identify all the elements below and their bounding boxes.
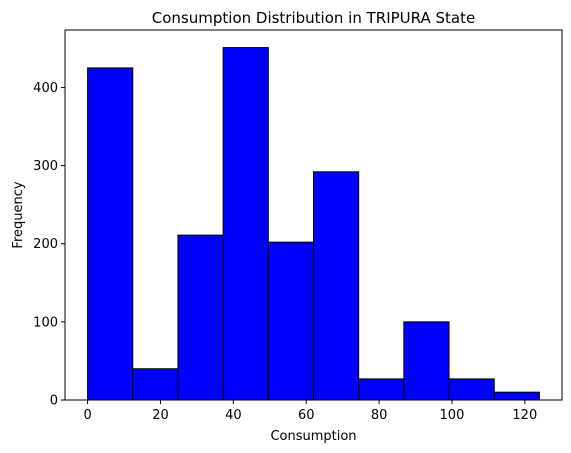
y-tick-label: 300 <box>33 159 58 174</box>
chart-title: Consumption Distribution in TRIPURA Stat… <box>152 9 475 27</box>
y-axis-label: Frequency <box>11 181 26 248</box>
y-tick-label: 100 <box>33 315 58 330</box>
histogram-bar <box>313 171 360 401</box>
x-tick-label: 80 <box>371 408 388 423</box>
y-axis-ticks: 0 100 200 300 400 <box>33 81 65 409</box>
histogram-bar <box>448 378 495 401</box>
y-tick-label: 200 <box>33 237 58 252</box>
x-tick-label: 40 <box>225 408 242 423</box>
x-axis-label: Consumption <box>270 429 356 444</box>
x-tick-label: 0 <box>83 408 91 423</box>
y-tick-label: 0 <box>50 394 58 409</box>
histogram-bar <box>358 378 405 401</box>
x-tick-label: 20 <box>152 408 169 423</box>
plot-frame <box>64 29 563 401</box>
histogram-bar <box>222 47 269 401</box>
histogram-bar <box>132 368 179 401</box>
bars-group <box>87 47 540 401</box>
x-tick-label: 120 <box>512 408 537 423</box>
x-tick-label: 100 <box>440 408 465 423</box>
histogram-bar <box>87 67 134 401</box>
histogram-bar <box>493 391 540 401</box>
x-axis-ticks: 0 20 40 60 80 100 120 <box>83 400 537 423</box>
histogram-bar <box>267 241 314 401</box>
x-tick-label: 60 <box>298 408 315 423</box>
histogram-bar <box>403 321 450 401</box>
histogram-bar <box>177 234 224 401</box>
y-tick-label: 400 <box>33 81 58 96</box>
